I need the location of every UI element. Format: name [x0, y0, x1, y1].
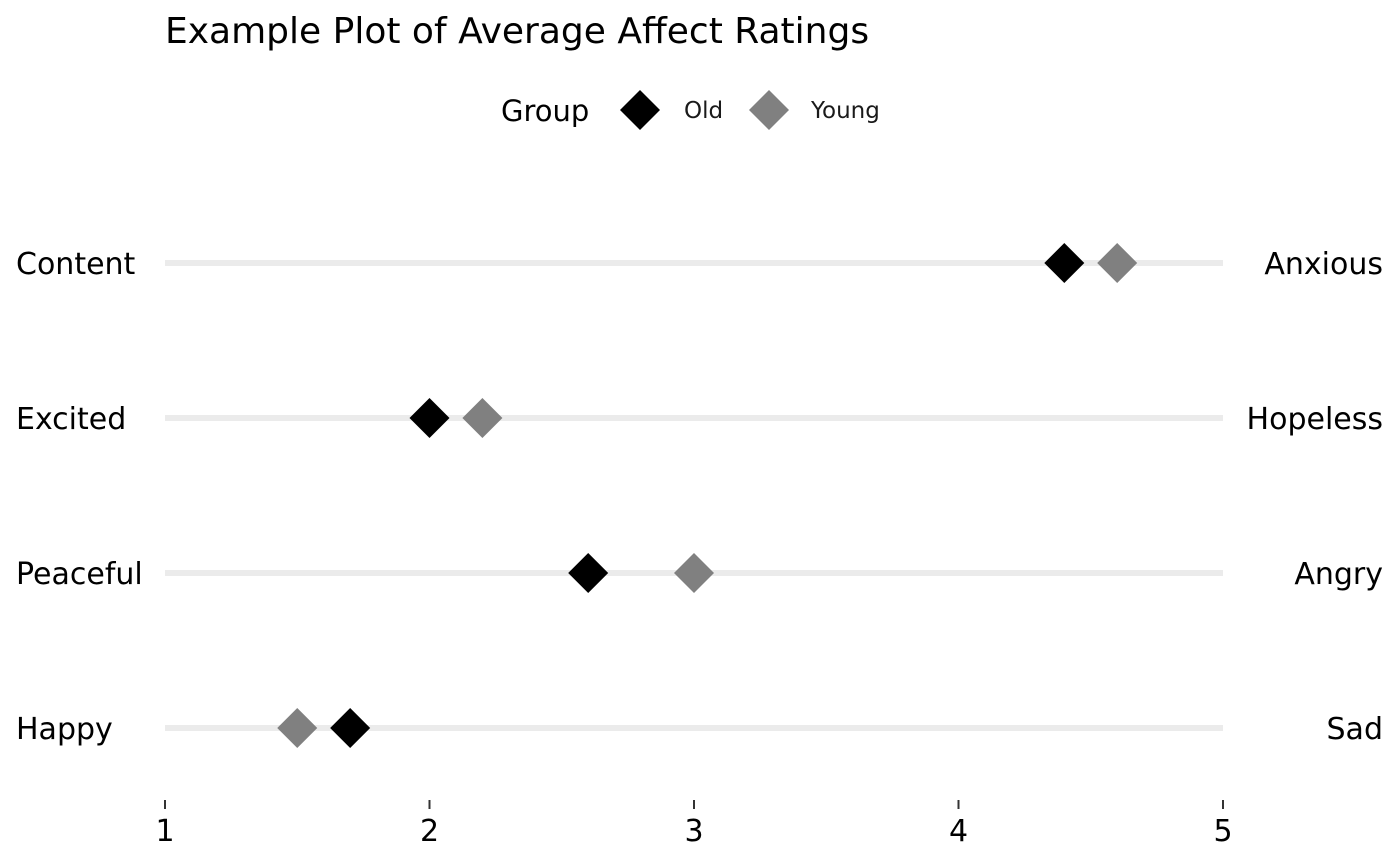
row-label-left-happy: Happy [16, 712, 113, 747]
point-young-excited [462, 398, 503, 438]
legend-key-old-icon [620, 90, 660, 130]
legend-label-old: Old [684, 98, 723, 124]
x-tick-label-1: 1 [155, 814, 174, 849]
point-old-peaceful [568, 553, 609, 593]
row-label-left-content: Content [16, 247, 136, 282]
point-young-happy [277, 708, 318, 748]
x-axis: 1 2 3 4 5 [155, 800, 1233, 849]
point-young-peaceful [674, 553, 714, 593]
x-tick-label-2: 2 [420, 814, 439, 849]
track-lines [165, 260, 1223, 731]
point-old-excited [409, 398, 450, 438]
point-old-content [1044, 243, 1085, 283]
x-tick-label-4: 4 [949, 814, 968, 849]
chart-title: Example Plot of Average Affect Ratings [165, 11, 869, 52]
row-label-left-peaceful: Peaceful [16, 557, 143, 592]
x-tick-label-3: 3 [684, 814, 703, 849]
row-label-right-angry: Angry [1294, 557, 1383, 592]
legend-key-young-icon [749, 90, 789, 130]
data-points [277, 243, 1138, 748]
legend: Group Old Young [501, 90, 880, 130]
row-label-left-excited: Excited [16, 402, 126, 437]
left-row-labels: Content Excited Peaceful Happy [16, 247, 143, 747]
x-tick-label-5: 5 [1213, 814, 1232, 849]
point-old-happy [330, 708, 371, 748]
legend-label-young: Young [810, 98, 880, 124]
row-label-right-anxious: Anxious [1264, 247, 1383, 282]
row-label-right-sad: Sad [1327, 712, 1383, 747]
legend-items: Old Young [620, 90, 880, 130]
right-row-labels: Anxious Hopeless Angry Sad [1247, 247, 1383, 747]
legend-title: Group [501, 94, 589, 128]
row-label-right-hopeless: Hopeless [1247, 402, 1383, 437]
point-young-content [1097, 243, 1138, 283]
